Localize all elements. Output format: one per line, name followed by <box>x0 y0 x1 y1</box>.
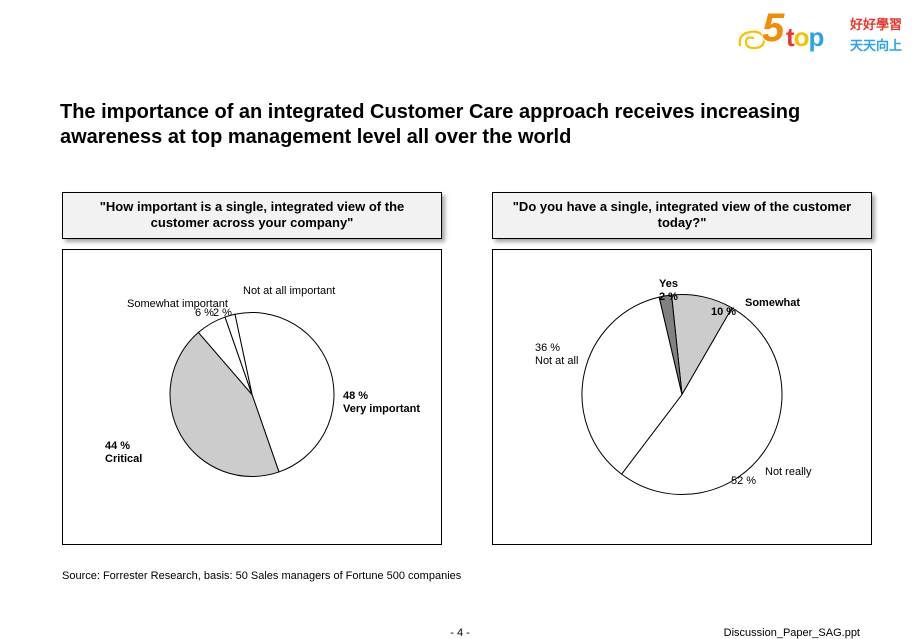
logo-five: 5 <box>762 6 784 51</box>
chart-title-havetoday: "Do you have a single, integrated view o… <box>492 192 872 239</box>
slice-label: 52 %Not really <box>765 466 811 479</box>
logo-letter-p: p <box>809 22 824 52</box>
chart-panel-importance: "How important is a single, integrated v… <box>62 192 442 545</box>
logo-chinese: 好好學習 天天向上 <box>850 14 902 54</box>
slice-label: 10 %Somewhat <box>745 297 800 310</box>
page-number: - 4 - <box>450 627 470 639</box>
slice-label: 36 %Not at all <box>535 342 578 368</box>
logo-letter-o: o <box>794 22 809 52</box>
brand-logo: 5 top 好好學習 天天向上 <box>736 6 902 62</box>
source-text: Source: Forrester Research, basis: 50 Sa… <box>62 570 461 582</box>
pie-chart-havetoday <box>580 292 784 501</box>
slice-label: Yes2 % <box>659 278 678 304</box>
slice-label: 48 %Very important <box>343 390 420 416</box>
logo-graphic: 5 top <box>736 8 846 60</box>
page-title: The importance of an integrated Customer… <box>60 100 860 150</box>
slice-label: 44 %Critical <box>105 440 142 466</box>
slice-label: 2 %Not at all important <box>243 285 335 298</box>
pie-chart-importance <box>168 310 336 483</box>
chart-body-importance: 48 %Very important44 %Critical6 %Somewha… <box>62 249 442 545</box>
logo-letter-t: t <box>786 22 794 52</box>
filename: Discussion_Paper_SAG.ppt <box>724 627 860 639</box>
logo-top-text: top <box>786 22 823 53</box>
logo-cn-line1: 好好學習 <box>850 14 902 33</box>
logo-cn-line2: 天天向上 <box>850 35 902 54</box>
chart-title-importance: "How important is a single, integrated v… <box>62 192 442 239</box>
chart-body-havetoday: 10 %Somewhat 52 %Not really 36 %Not at all… <box>492 249 872 545</box>
chart-panel-havetoday: "Do you have a single, integrated view o… <box>492 192 872 545</box>
